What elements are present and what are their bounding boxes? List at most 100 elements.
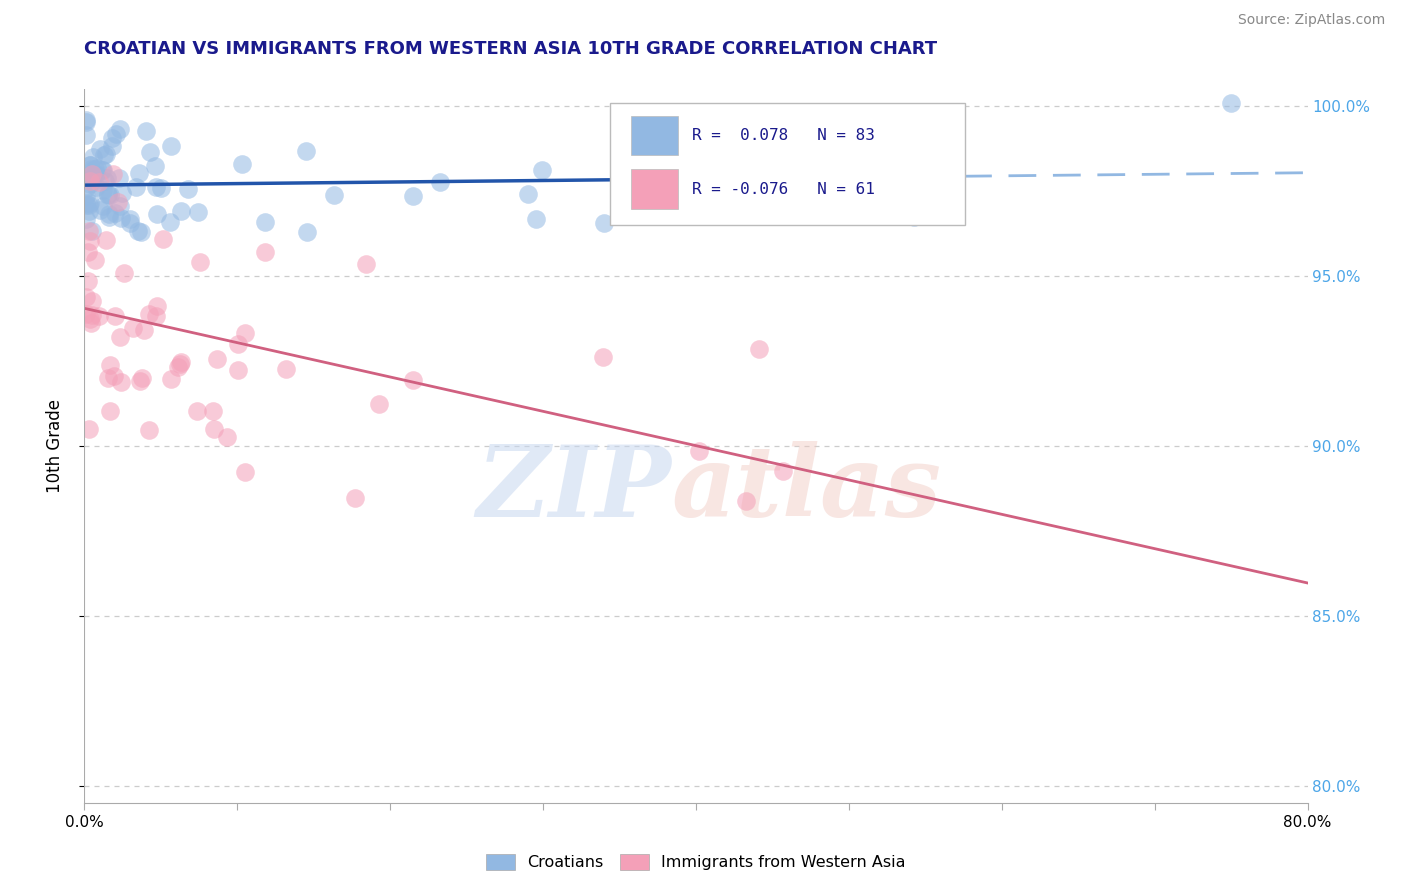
Point [903,210,925,224]
Point [233,465,256,479]
Point [79,174,101,188]
Point [593,216,616,230]
Point [101,167,124,181]
Point [128,166,150,180]
Point [159,139,181,153]
Point [748,342,770,356]
Point [323,187,346,202]
Point [97,210,120,224]
Point [108,171,131,186]
Point [110,375,132,389]
Point [170,354,193,368]
Point [84,180,107,194]
Point [138,307,160,321]
Point [91,183,114,197]
Point [120,216,142,230]
Point [145,309,167,323]
Point [103,368,125,383]
Point [120,212,142,227]
Point [90,162,112,177]
Point [86,167,108,181]
Text: R = -0.076   N = 61: R = -0.076 N = 61 [692,182,875,196]
Point [132,323,155,337]
Point [82,170,104,185]
Bar [631,116,678,155]
Point [75,291,97,305]
Point [146,207,169,221]
Point [695,177,717,191]
Text: CROATIAN VS IMMIGRANTS FROM WESTERN ASIA 10TH GRADE CORRELATION CHART: CROATIAN VS IMMIGRANTS FROM WESTERN ASIA… [84,40,938,58]
Point [254,245,277,260]
Point [131,225,153,239]
Point [159,214,181,228]
Point [98,358,121,372]
Point [402,189,425,203]
Point [79,196,101,211]
Point [188,255,211,269]
Point [108,199,131,213]
Point [735,494,758,508]
Point [96,171,118,186]
Point [150,181,173,195]
Point [104,309,127,323]
Point [817,175,839,189]
Point [89,202,111,217]
Point [276,362,298,376]
Point [82,308,104,322]
Point [716,145,738,159]
Point [205,351,228,366]
Point [110,330,132,344]
Point [75,307,97,321]
Point [77,245,100,260]
Point [79,203,101,218]
Point [818,187,841,202]
Point [84,161,107,176]
Point [226,363,249,377]
Point [688,444,710,458]
Point [131,371,153,385]
Point [87,176,110,190]
Point [80,170,103,185]
Point [79,177,101,191]
Point [177,182,200,196]
Point [79,158,101,172]
Point [111,186,134,200]
Point [98,403,121,417]
Point [89,309,111,323]
Point [101,139,124,153]
Point [343,491,366,506]
Point [112,266,135,280]
Point [228,337,250,351]
Point [848,148,870,162]
Point [202,422,225,436]
Point [169,204,191,219]
Point [215,430,238,444]
Point [91,199,114,213]
Point [96,233,118,247]
Point [104,206,127,220]
Point [75,198,97,212]
Point [80,167,103,181]
Point [79,158,101,172]
Point [295,144,318,158]
Point [201,404,224,418]
Point [83,253,105,268]
Point [354,258,377,272]
Point [94,174,117,188]
Point [402,373,425,387]
Text: ZIP: ZIP [477,441,672,537]
Point [91,162,114,177]
Point [772,463,794,477]
Point [80,316,103,330]
Point [75,212,97,227]
Point [75,196,97,211]
Point [368,397,391,411]
Point [146,300,169,314]
Legend: Croatians, Immigrants from Western Asia: Croatians, Immigrants from Western Asia [479,847,912,877]
Point [169,357,191,371]
Point [121,321,143,335]
Point [93,148,115,162]
Point [79,234,101,248]
Point [82,150,104,164]
Point [516,187,538,202]
